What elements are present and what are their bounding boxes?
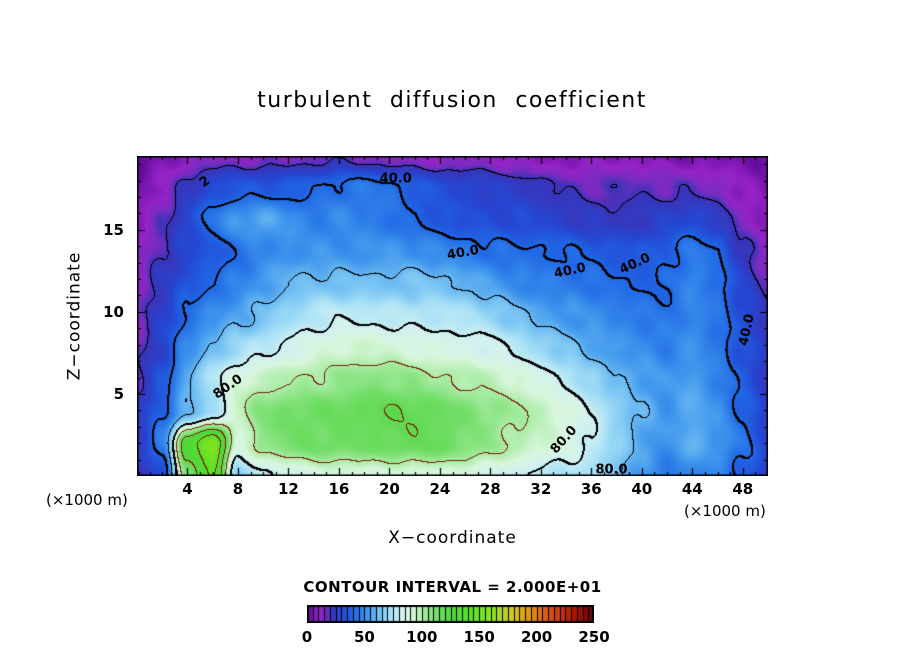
colorbar-tick-label: 100	[406, 628, 438, 646]
x-tick-label: 20	[378, 480, 400, 498]
contour-interval-label: CONTOUR INTERVAL = 2.000E+01	[303, 578, 602, 596]
colorbar-tick-label: 150	[463, 628, 495, 646]
x-tick-label: 32	[530, 480, 552, 498]
x-tick-label: 4	[182, 480, 193, 498]
colorbar	[307, 605, 594, 623]
x-axis-unit-label: (×1000 m)	[684, 502, 766, 520]
colorbar-tick-label: 250	[578, 628, 610, 646]
x-tick-label: 48	[732, 480, 754, 498]
contour-plot-canvas	[137, 156, 768, 476]
x-tick-label: 36	[580, 480, 602, 498]
x-axis-tick-labels: 4 8 12 16 20 24 28 32 36 40 44 48	[137, 480, 768, 500]
x-axis-title: X−coordinate	[388, 528, 517, 548]
x-tick-label: 16	[328, 480, 350, 498]
colorbar-tick-label: 200	[520, 628, 553, 646]
y-axis-title: Z−coordinate	[56, 156, 92, 476]
y-tick-label: 10	[103, 302, 124, 321]
y-axis-unit-label: (×1000 m)	[46, 491, 128, 509]
x-tick-label: 24	[429, 480, 451, 498]
colorbar-tick-labels: 0 50 100 150 200 250	[302, 628, 610, 646]
y-axis-tick-labels: 5 10 15	[92, 156, 130, 476]
x-tick-label: 28	[479, 480, 501, 498]
contour-plot-area: 2 40.0 40.0 40.0 40.0 40.0 80.0 80.0 80.0	[137, 156, 768, 478]
x-tick-label: 40	[631, 480, 653, 498]
y-tick-label: 5	[113, 384, 124, 403]
x-tick-label: 12	[278, 480, 299, 498]
plot-title: turbulent diffusion coefficient	[257, 88, 647, 113]
colorbar-canvas	[307, 605, 594, 623]
x-tick-label: 8	[232, 480, 244, 498]
x-tick-label: 44	[681, 480, 703, 498]
y-tick-label: 15	[103, 220, 124, 239]
y-axis-title-text: Z−coordinate	[64, 251, 84, 381]
colorbar-tick-label: 50	[353, 628, 375, 646]
colorbar-tick-label: 0	[301, 628, 313, 646]
